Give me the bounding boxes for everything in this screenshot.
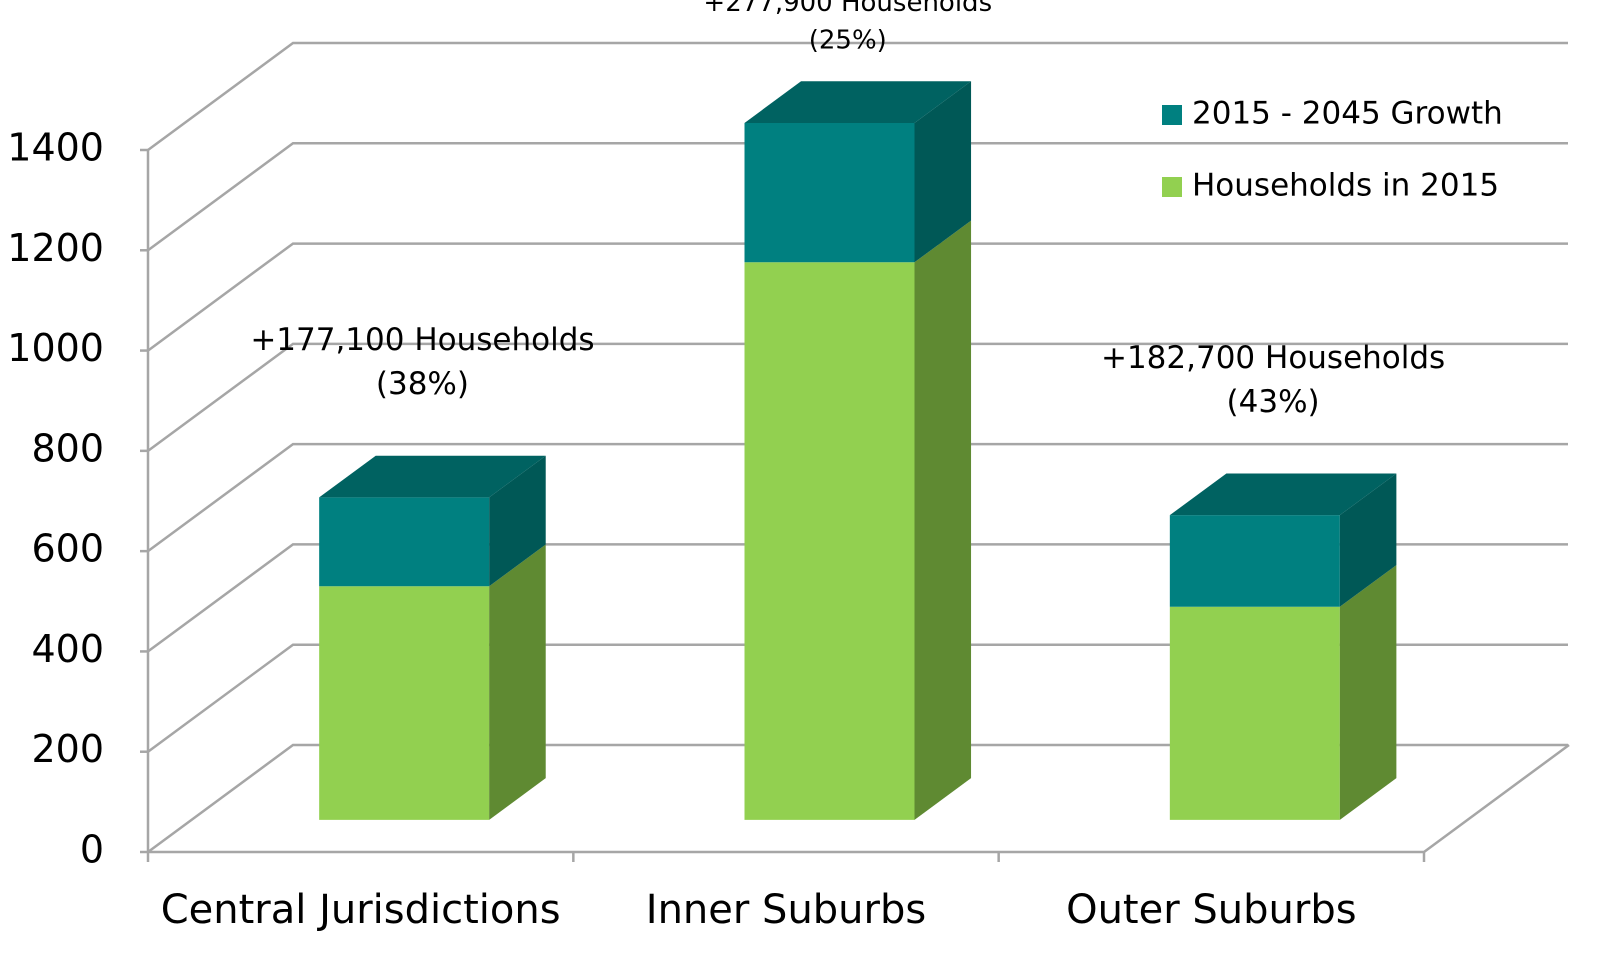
bar-top [1169,473,1397,516]
legend-label: 2015 - 2045 Growth [1192,96,1503,132]
grid-line [147,442,1568,553]
annotation: (25%) [809,26,887,56]
bar-top [744,81,972,123]
bar-top [319,455,546,498]
bar-front [319,586,490,820]
bar-side [1339,565,1397,820]
bar-side [914,81,972,263]
y-tick-label: 1400 [7,126,104,170]
annotation: +182,700 Households [1101,340,1445,376]
y-tick-label: 200 [31,727,104,771]
bar-side [489,455,546,587]
grid-line [147,743,1568,854]
annotation: (38%) [376,366,469,402]
bar-side [489,544,546,820]
grid-line [147,643,1568,753]
y-tick-label: 0 [80,828,104,872]
grid-line [147,41,1568,152]
y-tick-label: 1000 [7,326,104,370]
y-tick-label: 600 [31,527,104,571]
bar-side [1339,473,1397,607]
annotation: +277,900 Households [703,0,992,18]
grid-line [147,342,1568,452]
x-tick-label: Central Jurisdictions [161,887,561,933]
grid-line [147,142,1568,252]
legend-label: Households in 2015 [1192,168,1499,204]
y-tick-label: 1200 [7,226,104,270]
bar-front [1169,515,1340,607]
annotation: (43%) [1227,384,1320,420]
x-tick-label: Inner Suburbs [646,887,926,933]
y-tick-label: 800 [31,426,104,470]
bar-front [744,122,915,263]
legend-swatch [1162,177,1182,197]
x-tick-label: Outer Suburbs [1066,887,1356,933]
bar-side [914,220,972,820]
bar-front [1169,606,1340,820]
legend-swatch [1162,105,1182,125]
annotation: +177,100 Households [250,322,594,358]
y-tick-label: 400 [31,627,104,671]
grid-line [147,543,1568,653]
bar-front [319,497,490,587]
bar-front [744,262,915,820]
grid-line [147,242,1568,352]
